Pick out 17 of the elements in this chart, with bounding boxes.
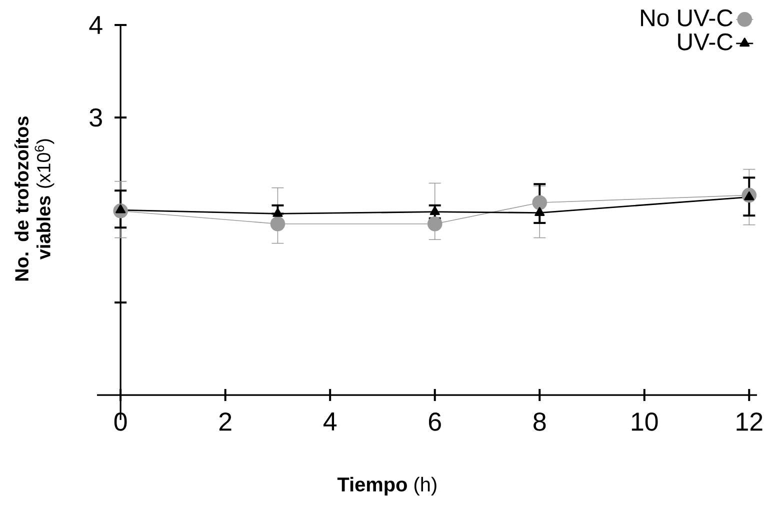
x-tick-label: 2 [219,412,232,431]
point [430,206,440,216]
x-tick-label: 6 [428,412,441,431]
x-tick-label: 10 [632,412,658,431]
y-tick-label: 3 [90,108,102,127]
point [532,195,548,210]
x-axis-title: Tiempo (h) [337,476,436,496]
x-tick-label: 8 [534,412,546,431]
point [427,216,442,232]
point [270,216,286,232]
legend-label: UV-C [678,33,733,50]
point [534,207,545,216]
x-tick-label: 4 [323,412,337,430]
legend-label: No UV-C [641,9,733,26]
x-tick-label: 12 [736,412,762,431]
point [272,208,283,217]
x-tick-label: 0 [114,412,127,431]
